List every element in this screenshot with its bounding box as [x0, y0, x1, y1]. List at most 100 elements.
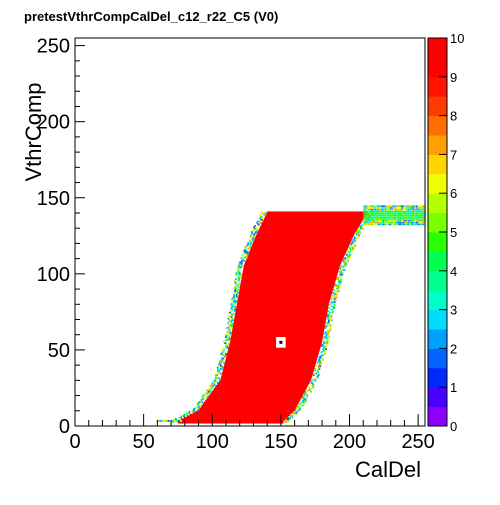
heatmap-edge-cell — [218, 369, 221, 372]
heatmap-plateau-cell — [386, 205, 388, 207]
heatmap-edge-cell — [341, 273, 344, 276]
heatmap-plateau-cell — [383, 223, 385, 226]
heatmap-plateau-cell — [411, 205, 413, 207]
heatmap-edge-cell — [233, 310, 236, 312]
heatmap-plateau-cell — [364, 207, 367, 209]
heatmap-edge-cell — [258, 220, 261, 223]
heatmap-plateau-cell — [397, 221, 400, 224]
heatmap-edge-cell — [330, 305, 333, 308]
heatmap-cell-row — [239, 286, 334, 289]
heatmap-plateau-cell — [407, 218, 410, 220]
heatmap-edge-cell — [235, 273, 238, 276]
heatmap-edge-cell — [338, 279, 340, 282]
heatmap-edge-cell — [256, 228, 258, 230]
heatmap-plateau-cell — [376, 205, 379, 207]
heatmap-plateau-cell — [399, 216, 402, 218]
heatmap-edge-cell — [191, 410, 194, 413]
heatmap-edge-cell — [329, 324, 332, 326]
heatmap-plateau-cell — [373, 216, 375, 218]
heatmap-edge-cell — [244, 249, 247, 252]
heatmap-plateau-cell — [379, 219, 382, 222]
heatmap-edge-cell — [325, 348, 328, 350]
heatmap-edge-cell — [344, 257, 347, 259]
heatmap-edge-cell — [253, 237, 255, 239]
heatmap-cell-row — [177, 421, 284, 424]
heatmap-plateau-cell — [369, 205, 372, 207]
heatmap-edge-cell — [157, 419, 160, 422]
heatmap-edge-cell — [236, 289, 238, 291]
heatmap-edge-cell — [328, 336, 331, 338]
heatmap-plateau-cell — [392, 205, 395, 207]
heatmap-edge-cell — [227, 343, 230, 346]
heatmap-plateau-cell — [394, 221, 397, 224]
heatmap-edge-cell — [184, 413, 187, 416]
color-scale-band — [428, 96, 447, 117]
heatmap-plateau-cell — [414, 216, 416, 218]
heatmap-edge-cell — [228, 336, 231, 338]
heatmap-edge-cell — [312, 378, 315, 381]
heatmap-plateau-cell — [371, 210, 374, 213]
heatmap-edge-cell — [355, 234, 358, 236]
heatmap-edge-cell — [356, 232, 358, 235]
heatmap-edge-cell — [340, 266, 343, 268]
heatmap-edge-cell — [215, 374, 217, 376]
heatmap-cell-row — [228, 345, 321, 348]
heatmap-edge-cell — [251, 232, 254, 235]
heatmap-edge-cell — [308, 387, 311, 390]
heatmap-edge-cell — [221, 368, 223, 370]
heatmap-plateau-cell — [386, 218, 388, 220]
heatmap-edge-cell — [319, 359, 322, 361]
heatmap-edge-cell — [304, 392, 307, 395]
heatmap-edge-cell — [357, 229, 360, 232]
heatmap-cell-row — [192, 412, 292, 415]
heatmap-edge-cell — [313, 372, 316, 375]
heatmap-edge-cell — [362, 228, 365, 230]
heatmap-plateau-cell — [368, 221, 370, 224]
heatmap-plateau-cell — [399, 223, 402, 226]
heatmap-edge-cell — [348, 255, 351, 258]
heatmap-edge-cell — [308, 386, 311, 389]
heatmap-cell-row — [180, 418, 286, 421]
heatmap-edge-cell — [324, 331, 327, 334]
heatmap-edge-cell — [241, 254, 244, 256]
color-scale-band — [428, 135, 447, 155]
heatmap-edge-cell — [201, 395, 204, 398]
heatmap-plateau-cell — [363, 223, 365, 226]
heatmap-cell-row — [242, 273, 338, 276]
heatmap-plateau-cell — [376, 223, 379, 226]
heatmap-edge-cell — [344, 258, 347, 261]
heatmap-cell-row — [195, 410, 294, 413]
heatmap-edge-cell — [225, 352, 227, 355]
heatmap-plateau-cell — [366, 218, 369, 220]
heatmap-plateau-cell — [376, 216, 379, 218]
heatmap-plateau-cell — [409, 218, 411, 220]
heatmap-cell-row — [223, 368, 315, 371]
heatmap-edge-cell — [330, 314, 333, 317]
heatmap-edge-cell — [175, 419, 178, 422]
heatmap-edge-cell — [259, 214, 262, 217]
heatmap-edge-cell — [199, 404, 202, 407]
heatmap-cell-row — [201, 404, 298, 407]
heatmap-plateau-cell — [383, 216, 385, 218]
color-scale-band — [428, 173, 447, 194]
heatmap-edge-cell — [352, 247, 355, 250]
heatmap-plateau-cell — [409, 205, 411, 207]
heatmap-edge-cell — [323, 346, 326, 349]
heatmap-plateau-cell — [386, 207, 388, 209]
heatmap-cell-row — [240, 284, 335, 287]
heatmap-cell-row — [233, 322, 326, 325]
heatmap-plateau-cell — [411, 221, 413, 224]
heatmap-edge-cell — [235, 278, 237, 281]
heatmap-edge-cell — [297, 406, 300, 408]
heatmap-edge-cell — [221, 351, 224, 354]
heatmap-plateau-cell — [404, 218, 407, 220]
heatmap-cell-row — [225, 357, 318, 360]
y-tick-label: 100 — [37, 264, 70, 286]
heatmap-plateau-cell — [383, 210, 385, 213]
heatmap-plateau-cell — [389, 223, 392, 226]
heatmap-edge-cell — [311, 384, 314, 387]
heatmap-edge-cell — [336, 287, 338, 290]
heatmap-edge-cell — [216, 381, 219, 384]
heatmap-edge-cell — [323, 345, 326, 347]
heatmap-plateau-cell — [406, 223, 408, 226]
